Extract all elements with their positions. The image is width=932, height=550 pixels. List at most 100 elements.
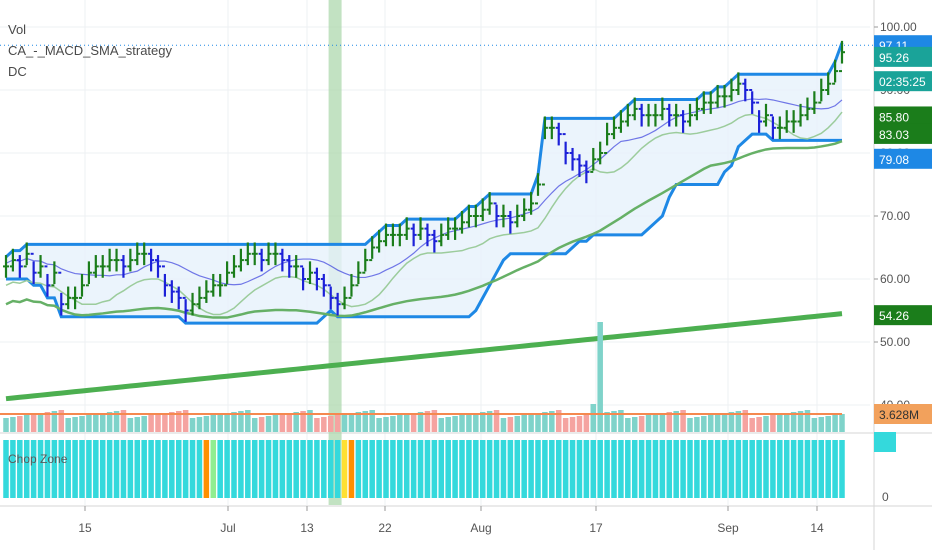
chop-bar: [23, 440, 30, 498]
volume-bar: [72, 417, 78, 432]
volume-bar: [576, 416, 583, 432]
chop-bar: [369, 440, 375, 498]
volume-bar: [134, 417, 141, 432]
chop-bar: [811, 440, 818, 498]
volume-bar: [783, 413, 790, 432]
y-tick-label: 60.00: [880, 272, 910, 286]
volume-bar: [804, 410, 811, 432]
volume-bar: [37, 413, 44, 432]
chop-bar: [203, 440, 210, 498]
chop-bar: [666, 440, 673, 498]
volume-bar: [562, 418, 569, 432]
chop-bar: [818, 440, 825, 498]
volume-bar: [148, 415, 154, 432]
chop-bar: [3, 440, 9, 498]
volume-bar: [30, 414, 37, 432]
volume-bar: [479, 412, 486, 432]
chop-bar: [735, 440, 742, 498]
chop-bar: [127, 440, 134, 498]
channel-fill: [6, 42, 842, 324]
chop-bar: [10, 440, 16, 498]
chop-bar: [417, 440, 424, 498]
time-axis[interactable]: 15 Jul 13 22 Aug 17 Sep 14: [78, 506, 824, 535]
volume-label-box: [874, 404, 932, 424]
volume-bar: [638, 416, 645, 432]
volume-bar: [348, 413, 355, 432]
chop-bar: [245, 440, 251, 498]
volume-bar: [569, 417, 576, 432]
chop-bar: [93, 440, 99, 498]
chop-bar: [452, 440, 458, 498]
chop-bar: [175, 440, 182, 498]
chop-bar: [106, 440, 113, 498]
x-tick-label: 22: [378, 521, 392, 535]
chop-bar: [17, 440, 23, 498]
chop-bar: [72, 440, 78, 498]
chop-bar: [770, 440, 776, 498]
sma-mid: [5, 139, 843, 319]
sma-lines: [5, 98, 843, 402]
volume-bar: [445, 417, 451, 432]
volume-bar: [680, 410, 686, 432]
chop-bar: [783, 440, 790, 498]
chop-bar: [763, 440, 769, 498]
chop-bar: [728, 440, 735, 498]
volume-bar: [694, 417, 700, 432]
volume-bar: [251, 418, 258, 432]
volume-bar: [155, 414, 161, 432]
candles: [3, 40, 845, 322]
volume-bar: [797, 411, 804, 432]
chop-zone-label[interactable]: Chop Zone: [8, 452, 68, 466]
volume-bar: [258, 417, 265, 432]
volume-bar: [493, 410, 500, 432]
channel-upper: [4, 42, 844, 259]
legend-strategy[interactable]: CA_-_MACD_SMA_strategy: [8, 43, 172, 58]
price-label: 79.08: [879, 153, 909, 167]
chop-bar: [549, 440, 555, 498]
volume-bar: [749, 418, 755, 432]
chop-bar: [410, 440, 417, 498]
chop-bar: [355, 440, 362, 498]
chop-bar: [348, 440, 355, 498]
chop-bar: [839, 440, 845, 498]
chop-bar: [576, 440, 583, 498]
chop-bar: [293, 440, 299, 498]
chop-bar: [638, 440, 645, 498]
chop-zone: [3, 440, 845, 498]
volume-bar: [383, 417, 389, 432]
volume-bar: [162, 413, 168, 432]
legend-vol[interactable]: Vol: [8, 22, 27, 37]
chop-bar: [514, 440, 521, 498]
chop-bar: [569, 440, 576, 498]
volume-bar: [466, 414, 472, 432]
chop-bar: [238, 440, 244, 498]
legend-dc[interactable]: DC: [8, 64, 27, 79]
volume-bar: [818, 417, 825, 432]
volume-bar: [625, 418, 631, 432]
volume-bar: [542, 412, 548, 432]
chop-bar: [424, 440, 431, 498]
chop-bar: [707, 440, 714, 498]
x-tick-label: Sep: [717, 521, 739, 535]
chop-bar: [797, 440, 804, 498]
chop-bar: [790, 440, 797, 498]
chop-bar: [120, 440, 127, 498]
volume-bar: [120, 410, 127, 432]
volume-bar: [486, 411, 493, 432]
volume-bar: [196, 417, 203, 432]
chop-bar: [659, 440, 666, 498]
legend: Vol CA_-_MACD_SMA_strategy DC: [8, 19, 172, 82]
volume-bar: [790, 412, 797, 432]
volume-bar: [300, 411, 306, 432]
chop-bar: [680, 440, 686, 498]
sma-long: [5, 311, 843, 402]
chop-bar: [86, 440, 92, 498]
chop-bar: [583, 440, 590, 498]
chop-bar: [383, 440, 389, 498]
chop-bar: [756, 440, 762, 498]
volume-bar: [763, 416, 769, 432]
volume-bar: [272, 415, 279, 432]
chop-bar: [258, 440, 265, 498]
volume-bar: [86, 415, 92, 432]
